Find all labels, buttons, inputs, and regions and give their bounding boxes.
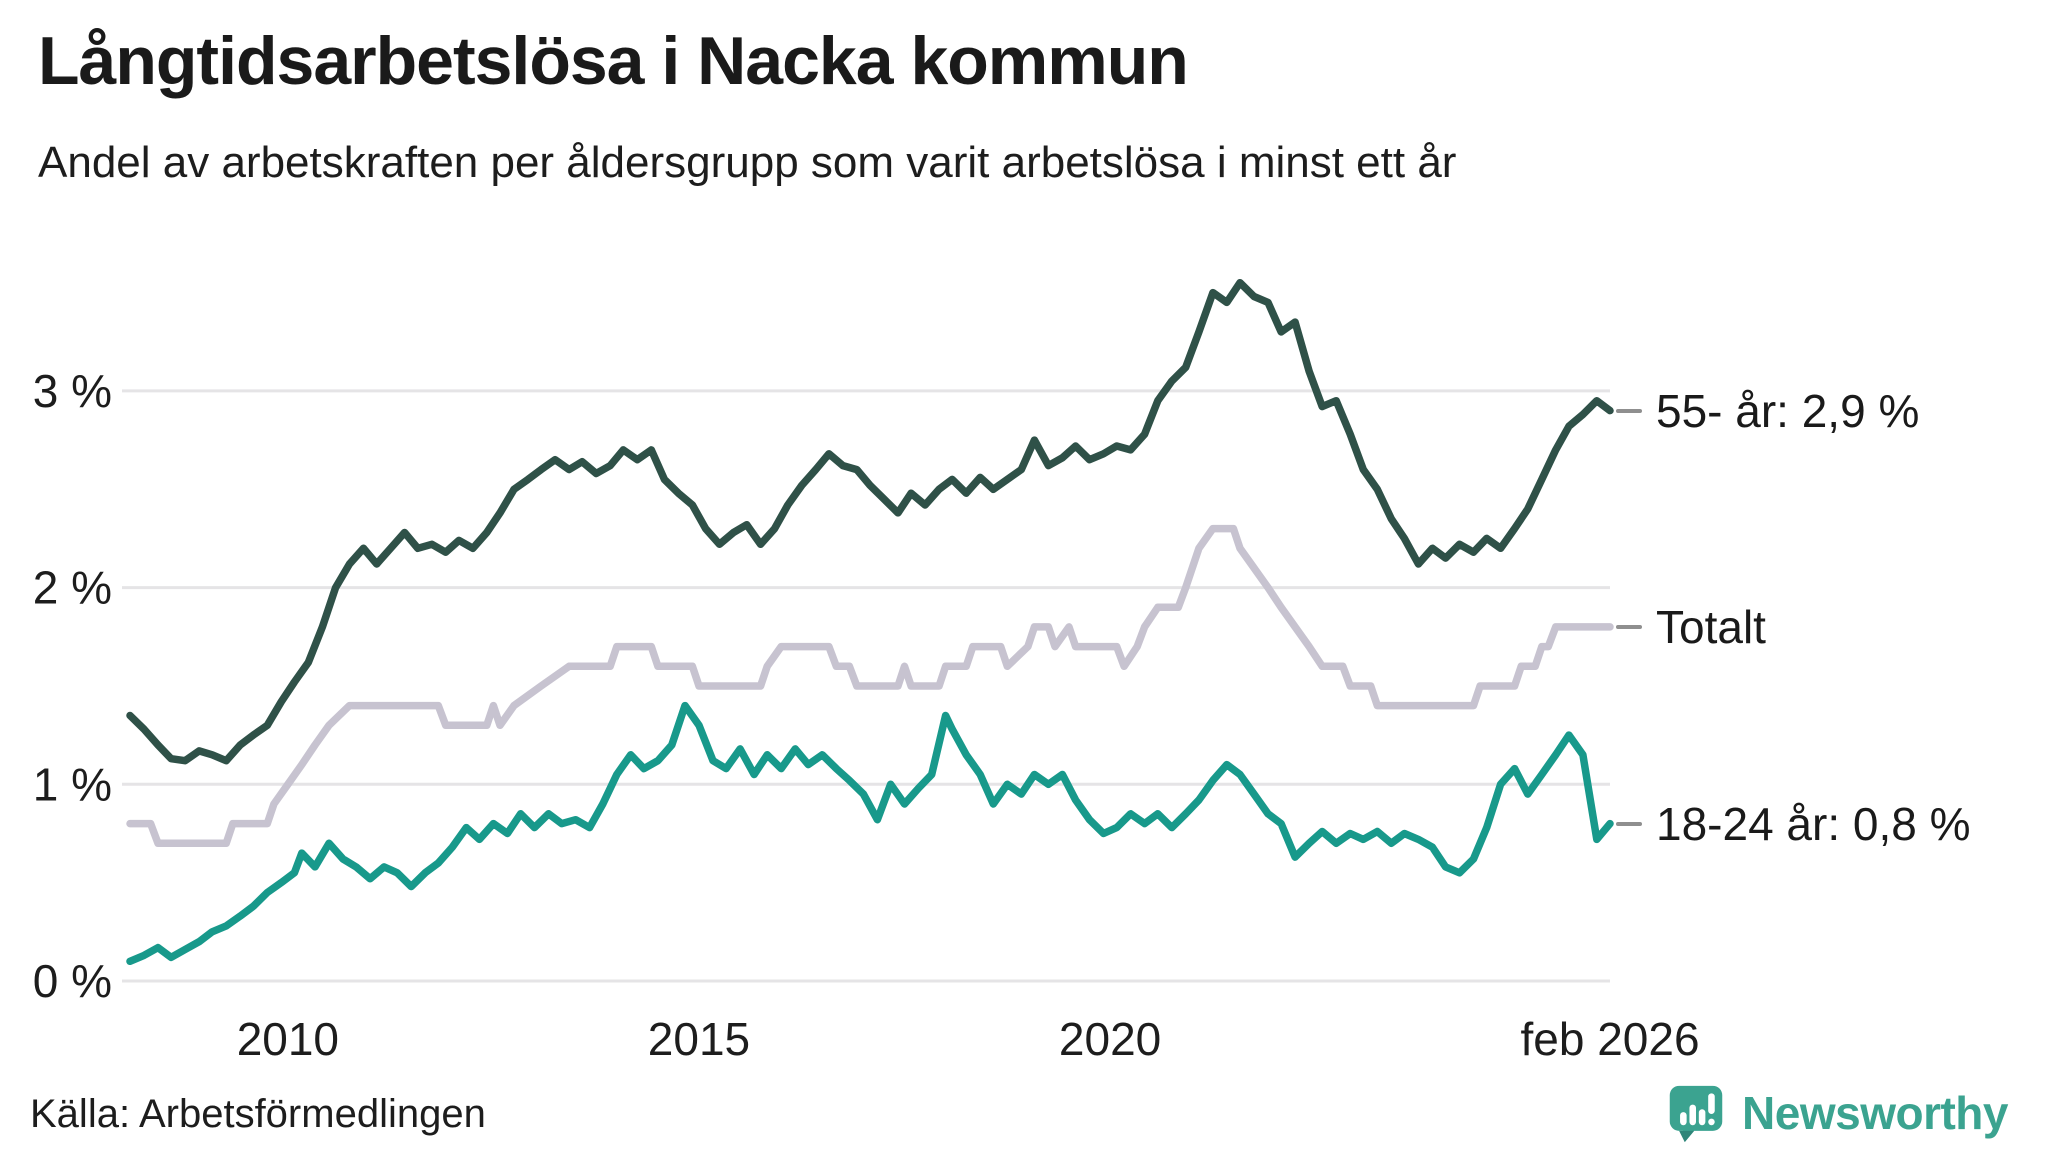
page-title: Långtidsarbetslösa i Nacka kommun [38, 23, 1189, 99]
series-label-text: 55- år: 2,9 % [1656, 384, 1920, 437]
series-line-55- år [126, 278, 1614, 765]
y-tick-label-2: 2 % [33, 562, 112, 614]
y-tick-label-0: 0 % [33, 955, 112, 1007]
series-label-text: 18-24 år: 0,8 % [1656, 797, 1971, 850]
series-label-totalt: Totalt [1616, 600, 1766, 654]
x-tick-label-1: 2015 [648, 1013, 750, 1065]
brand-name: Newsworthy [1742, 1087, 2008, 1139]
y-tick-label-1: 1 % [33, 758, 112, 810]
series-leader-dash [1616, 821, 1642, 826]
x-tick-label-2: 2020 [1059, 1013, 1161, 1065]
y-tick-label-3: 3 % [33, 365, 112, 417]
series-leader-dash [1616, 408, 1642, 413]
series-line-Totalt [126, 524, 1614, 848]
series-leader-dash [1616, 624, 1642, 629]
newsworthy-speech-bubble-chart-icon [1669, 1085, 1723, 1143]
series-line-18-24 år [126, 701, 1614, 966]
source-note: Källa: Arbetsförmedlingen [30, 1092, 486, 1136]
page-subtitle: Andel av arbetskraften per åldersgrupp s… [38, 138, 1457, 187]
series-label-text: Totalt [1656, 600, 1766, 653]
newsworthy-logo: Newsworthy [1666, 1082, 2008, 1144]
series-label-55-plus: 55- år: 2,9 % [1616, 384, 1919, 438]
x-tick-label-3: feb 2026 [1520, 1013, 1699, 1065]
series-label-18-24: 18-24 år: 0,8 % [1616, 797, 1971, 851]
x-tick-label-0: 2010 [237, 1013, 339, 1065]
